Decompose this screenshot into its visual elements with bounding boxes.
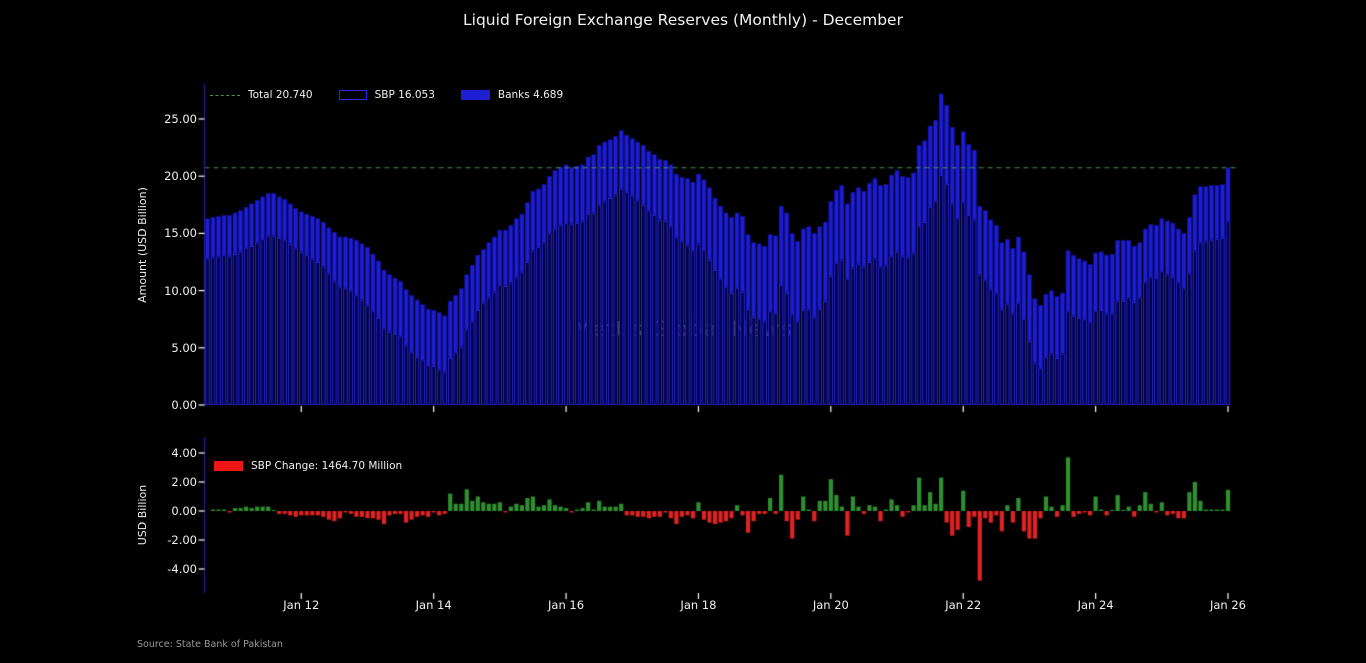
top-chart-legend: Total 20.740 SBP 16.053 Banks 4.689 xyxy=(210,89,563,101)
legend-item-sbp-change: SBP Change: 1464.70 Million xyxy=(214,460,402,472)
top-ytick-label: 25.00 xyxy=(164,112,197,126)
reserves-bar-chart xyxy=(193,84,1238,414)
x-axis-tick-label: Jan 20 xyxy=(812,598,849,612)
top-ytick-label: 5.00 xyxy=(171,340,197,355)
x-axis-tick-label: Jan 14 xyxy=(415,598,452,612)
bottom-ytick-label: -4.00 xyxy=(167,562,197,576)
legend-sbp-label: SBP 16.053 xyxy=(374,89,435,101)
bottom-ytick-label: -2.00 xyxy=(167,533,197,547)
page-title: Liquid Foreign Exchange Reserves (Monthl… xyxy=(463,11,903,29)
x-axis-tick-label: Jan 18 xyxy=(680,598,717,612)
legend-item-total: Total 20.740 xyxy=(210,89,313,101)
legend-item-sbp: SBP 16.053 xyxy=(338,89,435,101)
legend-total-label: Total 20.740 xyxy=(248,89,313,101)
banks-filled-bar-swatch xyxy=(460,90,490,100)
sbp-outlined-bar-swatch xyxy=(338,90,367,100)
legend-banks-label: Banks 4.689 xyxy=(497,89,564,101)
bottom-chart-legend: SBP Change: 1464.70 Million xyxy=(214,460,402,472)
top-ytick-label: 0.00 xyxy=(171,398,197,412)
top-ytick-label: 10.00 xyxy=(164,283,197,298)
x-axis-tick-label: Jan 16 xyxy=(548,598,585,612)
sbp-change-bar-chart xyxy=(193,437,1238,601)
x-axis-tick-label: Jan 22 xyxy=(945,598,982,612)
bottom-ytick-label: 0.00 xyxy=(171,504,197,518)
x-axis-tick-label: Jan 26 xyxy=(1209,598,1247,612)
source-note: Source: State Bank of Pakistan xyxy=(137,639,283,650)
bottom-ytick-label: 4.00 xyxy=(171,446,197,460)
total-dashed-line-swatch xyxy=(210,94,240,96)
x-axis-tick-label: Jan 24 xyxy=(1077,598,1114,612)
legend-item-banks: Banks 4.689 xyxy=(460,89,564,101)
top-ytick-label: 20.00 xyxy=(164,169,197,184)
sbp-change-red-swatch xyxy=(214,461,243,471)
x-axis-tick-label: Jan 12 xyxy=(283,598,320,612)
bottom-ytick-label: 2.00 xyxy=(171,475,197,489)
top-ytick-label: 15.00 xyxy=(164,226,197,241)
legend-sbp-change-label: SBP Change: 1464.70 Million xyxy=(251,460,403,472)
